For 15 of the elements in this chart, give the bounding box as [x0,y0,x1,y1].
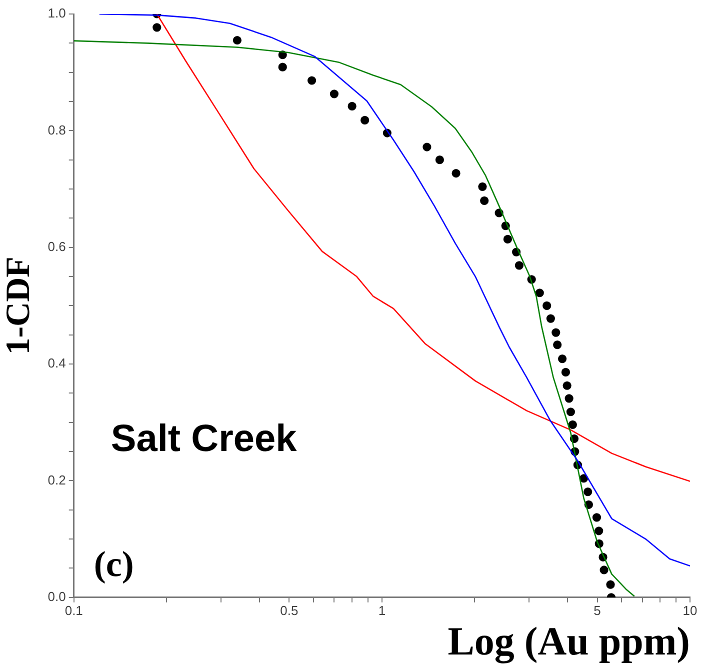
y-tick-label: 0.0 [48,588,66,604]
x-tick-label: 0.1 [64,602,83,618]
y-tick-label: 0.2 [48,472,66,488]
y-tick-label: 0.6 [48,238,66,254]
y-tick-label: 0.8 [48,122,66,138]
x-tick-label: 0.5 [280,602,298,618]
y-tick-label: 0.4 [48,356,66,371]
annotation: (c) [94,544,134,584]
x-tick-label: 10 [682,602,698,618]
y-tick-label: 1.0 [48,6,66,21]
x-tick-label: 1 [378,602,386,618]
annotation: Salt Creek [110,418,298,460]
x-axis-title: Log (Au ppm) [448,618,690,664]
y-axis-title: 1-CDF [0,256,38,355]
x-tick-label: 5 [594,602,601,618]
